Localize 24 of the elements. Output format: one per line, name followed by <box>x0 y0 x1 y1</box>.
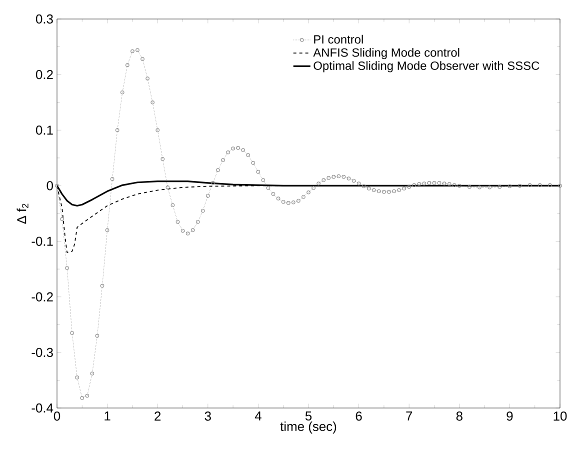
y-axis-title: Δ f$_{2}$ <box>16 204 28 224</box>
x-tick-label: 10 <box>554 412 567 421</box>
y-tick-label: -0.4 <box>32 403 54 413</box>
x-tick-label: 7 <box>406 412 412 420</box>
y-tick-label: 0.3 <box>36 14 53 24</box>
x-tick-label: 1 <box>104 412 110 420</box>
x-tick-label: 5 <box>305 412 312 421</box>
legend-label: Optimal Sliding Mode Observer with SSSC <box>314 61 540 72</box>
x-tick-label: 0 <box>54 412 60 421</box>
x-tick-label: 6 <box>356 412 362 421</box>
x-tick-label: 2 <box>154 412 161 421</box>
x-tick-label: 8 <box>456 412 462 421</box>
x-tick-label: 4 <box>254 412 262 420</box>
y-tick-label: -0.2 <box>32 292 53 302</box>
y-tick-label: -0.1 <box>32 236 53 246</box>
x-tick-label: 3 <box>204 412 211 421</box>
y-tick-label: 0.1 <box>36 126 53 135</box>
y-tick-label: -0.3 <box>32 348 53 358</box>
y-tick-label: 0 <box>46 181 53 190</box>
x-tick-label: 9 <box>506 412 513 421</box>
x-axis-title: time (sec) <box>280 422 336 434</box>
legend-label: PI control <box>314 34 363 44</box>
legend-label: ANFIS Sliding Mode control <box>313 48 460 60</box>
y-tick-label: 0.2 <box>36 70 53 80</box>
